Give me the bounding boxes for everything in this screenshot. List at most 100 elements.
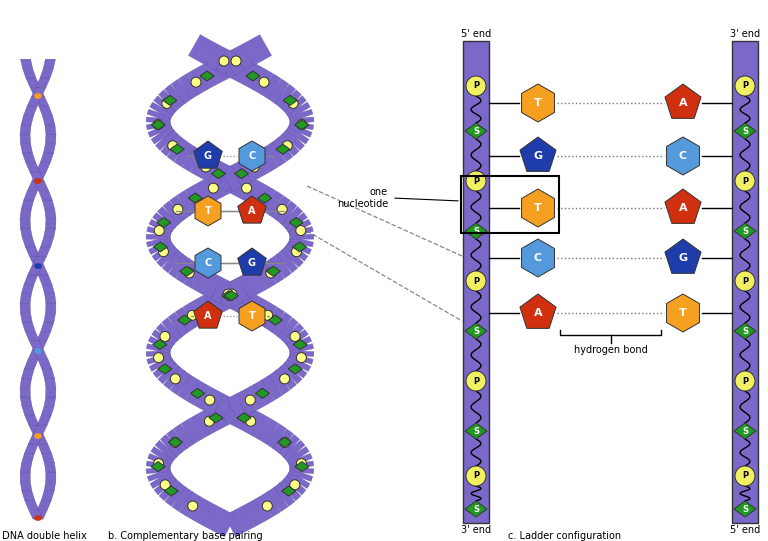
Polygon shape — [46, 472, 56, 481]
Circle shape — [242, 183, 252, 193]
Polygon shape — [286, 471, 310, 489]
Polygon shape — [146, 461, 170, 470]
Polygon shape — [163, 95, 177, 105]
Text: C: C — [248, 151, 256, 161]
Polygon shape — [44, 144, 55, 153]
Polygon shape — [20, 378, 31, 388]
Polygon shape — [282, 324, 304, 345]
Polygon shape — [20, 313, 32, 322]
Polygon shape — [263, 259, 284, 283]
Text: b. Complementary base pairing: b. Complementary base pairing — [108, 531, 263, 541]
Polygon shape — [465, 123, 487, 139]
Polygon shape — [268, 315, 283, 325]
Polygon shape — [171, 79, 192, 103]
Polygon shape — [20, 303, 31, 313]
Polygon shape — [184, 263, 204, 288]
Polygon shape — [238, 248, 266, 275]
Polygon shape — [281, 246, 303, 267]
Polygon shape — [154, 96, 176, 116]
Polygon shape — [22, 491, 35, 500]
Polygon shape — [264, 307, 285, 332]
Polygon shape — [220, 282, 240, 308]
Text: C: C — [204, 258, 212, 268]
Polygon shape — [734, 501, 756, 517]
Polygon shape — [253, 380, 274, 405]
Polygon shape — [25, 247, 39, 256]
Polygon shape — [289, 236, 313, 247]
Circle shape — [296, 353, 306, 362]
Polygon shape — [45, 303, 56, 313]
Polygon shape — [42, 285, 55, 294]
Polygon shape — [283, 474, 306, 495]
Polygon shape — [187, 69, 207, 94]
Polygon shape — [170, 371, 191, 395]
Polygon shape — [165, 483, 186, 506]
Polygon shape — [33, 425, 47, 434]
Polygon shape — [239, 301, 265, 331]
Polygon shape — [159, 478, 180, 501]
Polygon shape — [159, 90, 180, 112]
Polygon shape — [150, 102, 174, 119]
Polygon shape — [45, 463, 56, 472]
Polygon shape — [158, 364, 172, 374]
Polygon shape — [25, 359, 38, 369]
Polygon shape — [194, 384, 215, 410]
Text: S: S — [742, 327, 748, 335]
Text: S: S — [742, 127, 748, 135]
Text: T: T — [534, 98, 542, 108]
Polygon shape — [45, 481, 56, 491]
Polygon shape — [169, 254, 190, 278]
Polygon shape — [41, 322, 54, 331]
Polygon shape — [252, 496, 273, 522]
Polygon shape — [45, 378, 56, 388]
Circle shape — [296, 120, 306, 130]
Polygon shape — [35, 181, 48, 190]
Circle shape — [263, 311, 273, 320]
Polygon shape — [288, 337, 312, 351]
Polygon shape — [465, 501, 487, 517]
Circle shape — [191, 77, 201, 87]
Polygon shape — [222, 291, 236, 301]
Polygon shape — [197, 39, 217, 65]
Polygon shape — [277, 437, 292, 447]
Polygon shape — [147, 353, 171, 364]
Polygon shape — [158, 362, 180, 384]
Polygon shape — [734, 223, 756, 239]
Polygon shape — [176, 259, 197, 283]
Polygon shape — [285, 213, 307, 232]
Polygon shape — [44, 313, 55, 322]
Polygon shape — [243, 39, 263, 65]
Polygon shape — [192, 297, 212, 323]
Polygon shape — [177, 375, 198, 400]
Circle shape — [223, 289, 233, 299]
Polygon shape — [45, 219, 56, 228]
Polygon shape — [41, 453, 55, 463]
Polygon shape — [147, 109, 171, 122]
Polygon shape — [290, 234, 314, 240]
Circle shape — [154, 459, 164, 469]
Text: A: A — [679, 203, 687, 213]
Polygon shape — [734, 423, 756, 439]
Polygon shape — [273, 429, 293, 453]
Polygon shape — [164, 366, 185, 390]
Polygon shape — [40, 69, 53, 78]
Polygon shape — [22, 285, 34, 294]
Polygon shape — [21, 59, 33, 69]
Polygon shape — [260, 491, 280, 517]
Polygon shape — [293, 242, 306, 252]
Text: S: S — [473, 127, 479, 135]
Polygon shape — [254, 185, 275, 211]
Circle shape — [288, 98, 298, 108]
Text: G: G — [534, 151, 542, 161]
Polygon shape — [227, 170, 248, 196]
Circle shape — [466, 271, 486, 291]
Polygon shape — [20, 125, 31, 134]
Polygon shape — [194, 301, 222, 328]
Circle shape — [154, 353, 164, 362]
Polygon shape — [149, 219, 173, 235]
Polygon shape — [154, 474, 177, 495]
Polygon shape — [205, 59, 225, 85]
Polygon shape — [36, 162, 51, 172]
Polygon shape — [243, 64, 264, 90]
Circle shape — [280, 374, 290, 384]
